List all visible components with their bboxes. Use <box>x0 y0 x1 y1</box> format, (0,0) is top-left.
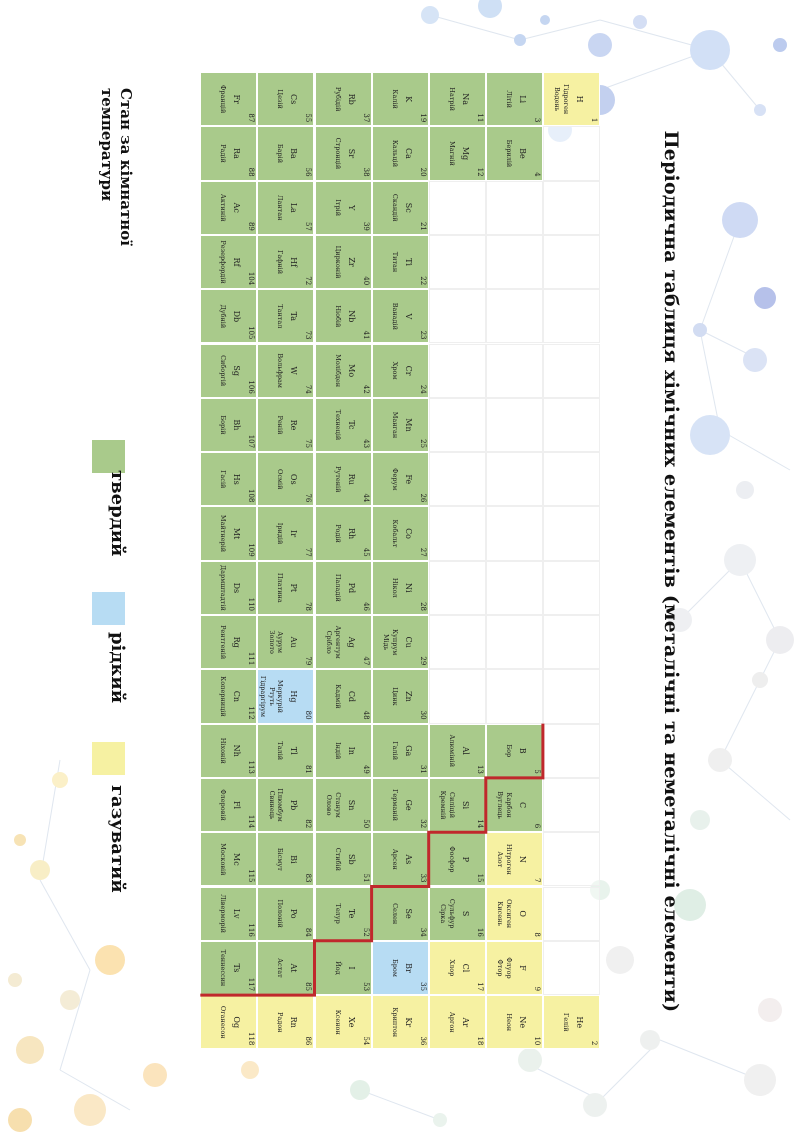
metal-nonmetal-divider <box>200 723 545 997</box>
